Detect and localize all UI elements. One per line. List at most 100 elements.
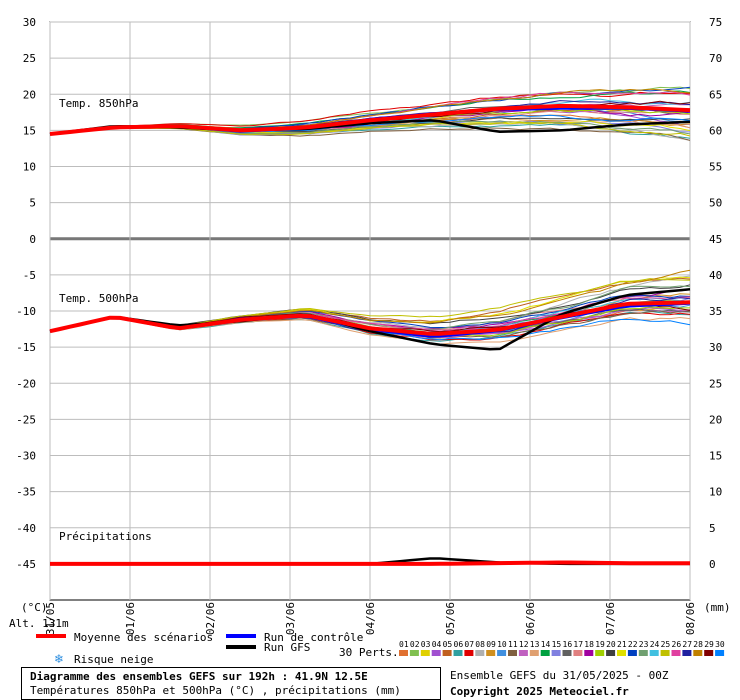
pert-number-20: 20 bbox=[606, 640, 616, 649]
pert-swatch-20 bbox=[606, 650, 616, 656]
pert-number-26: 26 bbox=[672, 640, 682, 649]
pert-number-13: 13 bbox=[530, 640, 540, 649]
pert-number-29: 29 bbox=[704, 640, 714, 649]
pert-swatch-02 bbox=[409, 650, 419, 656]
right-tick-label: 75 bbox=[709, 16, 722, 29]
pert-swatch-27 bbox=[682, 650, 692, 656]
legend-perts-label: 30 Perts. bbox=[339, 646, 399, 659]
pert-number-22: 22 bbox=[628, 640, 638, 649]
pert-number-10: 10 bbox=[497, 640, 507, 649]
pert-number-21: 21 bbox=[617, 640, 627, 649]
right-tick-label: 70 bbox=[709, 52, 722, 65]
pert-number-18: 18 bbox=[584, 640, 594, 649]
pert-number-19: 19 bbox=[595, 640, 605, 649]
pert-number-09: 09 bbox=[486, 640, 496, 649]
right-tick-label: 15 bbox=[709, 450, 722, 463]
main-series-lines bbox=[49, 103, 691, 566]
chart-title: Diagramme des ensembles GEFS sur 192h : … bbox=[30, 670, 368, 683]
copyright: Copyright 2025 Meteociel.fr bbox=[450, 685, 629, 698]
left-tick-label: -30 bbox=[16, 450, 36, 463]
pert-number-24: 24 bbox=[650, 640, 660, 649]
left-tick-label: 5 bbox=[29, 197, 36, 210]
left-tick-label: 25 bbox=[23, 52, 36, 65]
left-tick-label: -40 bbox=[16, 522, 36, 535]
right-tick-label: 65 bbox=[709, 88, 722, 101]
snowflake-icon: ❄ bbox=[54, 652, 64, 666]
legend-mean-label: Moyenne des scénarios bbox=[74, 631, 213, 644]
pert-swatch-25 bbox=[660, 650, 670, 656]
pert-number-02: 02 bbox=[410, 640, 420, 649]
x-date-label: 06/06 bbox=[524, 602, 537, 635]
left-tick-label: 30 bbox=[23, 16, 36, 29]
pert-swatch-26 bbox=[671, 650, 681, 656]
right-tick-label: 0 bbox=[709, 558, 716, 571]
pert-swatch-05 bbox=[442, 650, 452, 656]
pert-swatch-22 bbox=[627, 650, 637, 656]
pert-swatch-08 bbox=[475, 650, 485, 656]
perturbation-legend: 01 02 03 04 05 06 07 08 09 10 11 12 13 14 15 16 17 18 19 20… bbox=[399, 640, 725, 656]
legend-gfs-label: Run GFS bbox=[264, 641, 310, 654]
pert-swatch-23 bbox=[638, 650, 648, 656]
pert-number-01: 01 bbox=[399, 640, 409, 649]
left-tick-label: -5 bbox=[23, 269, 36, 282]
pert-swatch-16 bbox=[562, 650, 572, 656]
pert-number-12: 12 bbox=[519, 640, 529, 649]
left-tick-label: 15 bbox=[23, 124, 36, 137]
x-date-label: 04/06 bbox=[364, 602, 377, 635]
pert-swatch-17 bbox=[573, 650, 583, 656]
pert-number-04: 04 bbox=[432, 640, 442, 649]
right-tick-label: 30 bbox=[709, 341, 722, 354]
x-date-label: 08/06 bbox=[684, 602, 697, 635]
right-tick-label: 35 bbox=[709, 305, 722, 318]
pert-swatch-07 bbox=[464, 650, 474, 656]
left-tick-label: 0 bbox=[29, 233, 36, 246]
x-date-label: 02/06 bbox=[204, 602, 217, 635]
x-date-label: 31/05 bbox=[44, 602, 57, 635]
right-tick-label: 25 bbox=[709, 377, 722, 390]
left-tick-label: -35 bbox=[16, 486, 36, 499]
left-tick-label: 10 bbox=[23, 161, 36, 174]
left-axis-unit: (°C) bbox=[21, 601, 48, 614]
x-date-label: 07/06 bbox=[604, 602, 617, 635]
x-date-label: 03/06 bbox=[284, 602, 297, 635]
pert-number-16: 16 bbox=[563, 640, 573, 649]
x-date-label: 05/06 bbox=[444, 602, 457, 635]
pert-swatch-10 bbox=[497, 650, 507, 656]
left-tick-label: 20 bbox=[23, 88, 36, 101]
right-tick-label: 45 bbox=[709, 233, 722, 246]
pert-swatch-11 bbox=[508, 650, 517, 656]
pert-number-11: 11 bbox=[508, 640, 518, 649]
right-axis-unit: (mm) bbox=[704, 601, 731, 614]
left-tick-label: -20 bbox=[16, 377, 36, 390]
pert-swatch-24 bbox=[649, 650, 659, 656]
pert-swatch-04 bbox=[431, 650, 441, 656]
pert-number-17: 17 bbox=[573, 640, 583, 649]
pert-number-25: 25 bbox=[661, 640, 671, 649]
x-date-label: 01/06 bbox=[124, 602, 137, 635]
right-tick-label: 40 bbox=[709, 269, 722, 282]
pert-number-15: 15 bbox=[552, 640, 562, 649]
pert-swatch-12 bbox=[518, 650, 528, 656]
right-tick-label: 50 bbox=[709, 197, 722, 210]
right-tick-label: 20 bbox=[709, 413, 722, 426]
pert-swatch-30 bbox=[715, 650, 725, 656]
right-tick-label: 10 bbox=[709, 486, 722, 499]
legend-control-label: Run de contrôle bbox=[264, 631, 363, 644]
pert-number-27: 27 bbox=[682, 640, 692, 649]
pert-number-05: 05 bbox=[443, 640, 453, 649]
altitude-label: Alt. 131m bbox=[9, 617, 69, 630]
pert-swatch-06 bbox=[453, 650, 463, 656]
pert-number-06: 06 bbox=[454, 640, 464, 649]
panel-label-t500: Temp. 500hPa bbox=[59, 292, 138, 305]
pert-number-28: 28 bbox=[693, 640, 703, 649]
pert-number-30: 30 bbox=[715, 640, 725, 649]
pert-number-07: 07 bbox=[464, 640, 474, 649]
pert-number-03: 03 bbox=[421, 640, 431, 649]
pert-number-23: 23 bbox=[639, 640, 649, 649]
panel-label-precip: Précipitations bbox=[59, 530, 152, 543]
run-info: Ensemble GEFS du 31/05/2025 - 00Z bbox=[450, 669, 669, 682]
pert-swatch-13 bbox=[529, 650, 539, 656]
title-box: Diagramme des ensembles GEFS sur 192h : … bbox=[21, 667, 441, 700]
pert-swatch-01 bbox=[399, 650, 408, 656]
